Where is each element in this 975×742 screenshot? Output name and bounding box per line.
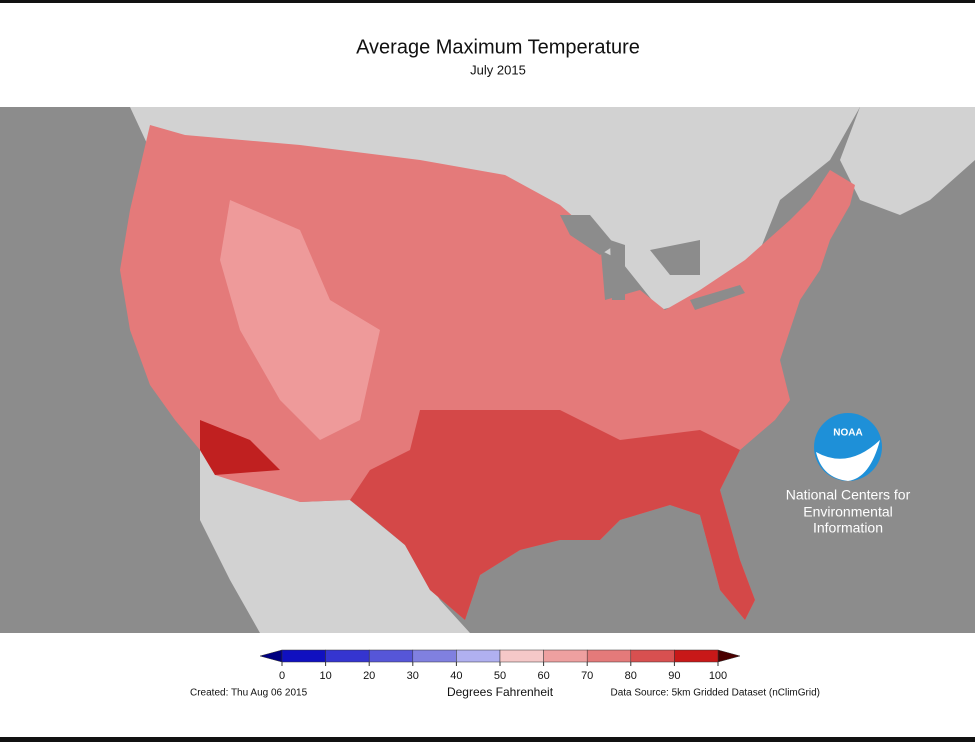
- colorbar-segment: [586, 649, 632, 663]
- colorbar-tick-label: 30: [407, 670, 419, 682]
- logo-text: National Centers for: [786, 487, 911, 503]
- logo-wave: [816, 440, 880, 481]
- colorbar-tick-label: 90: [668, 670, 680, 682]
- colorbar-segment: [630, 649, 675, 663]
- colorbar-tick-label: 10: [319, 670, 331, 682]
- map-subtitle: July 2015: [470, 62, 526, 77]
- colorbar-tick-label: 50: [494, 670, 506, 682]
- colorbar-segment: [368, 649, 414, 663]
- noaa-logo: NOAA National Centers for Environmental …: [786, 413, 911, 536]
- colorbar-segment: [674, 649, 719, 663]
- colorbar-label: Degrees Fahrenheit: [447, 685, 554, 699]
- mexico: [200, 450, 470, 633]
- logo-text: Environmental: [803, 504, 893, 520]
- colorbar-segment: [499, 649, 544, 663]
- southern-region: [350, 410, 755, 620]
- mountain-region: [220, 200, 380, 440]
- desert-southwest: [200, 420, 280, 475]
- colorbar-segment: [456, 649, 501, 663]
- colorbar-tick-label: 60: [537, 670, 549, 682]
- top-border: [0, 0, 975, 3]
- map-title: Average Maximum Temperature: [356, 36, 640, 58]
- created-note: Created: Thu Aug 06 2015: [190, 688, 308, 699]
- colorbar: 0 10 20 30 40 50 60 70 80 90 100: [259, 649, 741, 682]
- lake-michigan: [610, 240, 625, 300]
- colorbar-segment: [412, 649, 457, 663]
- colorbar-tick-label: 80: [625, 670, 637, 682]
- bottom-border: [0, 737, 975, 742]
- colorbar-tick-label: 40: [450, 670, 462, 682]
- canada-east: [840, 107, 975, 215]
- colorbar-tick-label: 20: [363, 670, 375, 682]
- colorbar-extend-low: [259, 649, 283, 663]
- lake-huron: [650, 240, 700, 275]
- colorbar-tick-label: 70: [581, 670, 593, 682]
- logo-badge: NOAA: [833, 428, 862, 439]
- colorbar-tick-label: 100: [709, 670, 727, 682]
- colorbar-extend-high: [717, 649, 741, 663]
- colorbar-segment: [325, 649, 370, 663]
- lake-superior: [560, 215, 615, 255]
- map: [0, 107, 975, 633]
- logo-text: Information: [813, 520, 883, 536]
- source-note: Data Source: 5km Gridded Dataset (nClimG…: [610, 688, 820, 699]
- colorbar-tick-label: 0: [279, 670, 285, 682]
- colorbar-segment: [543, 649, 588, 663]
- colorbar-segment: [281, 649, 326, 663]
- lake-erie: [690, 285, 745, 310]
